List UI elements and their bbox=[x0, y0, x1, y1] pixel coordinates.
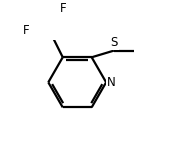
Text: F: F bbox=[59, 2, 66, 15]
Text: N: N bbox=[107, 76, 116, 89]
Text: S: S bbox=[110, 36, 118, 50]
Text: F: F bbox=[23, 24, 29, 37]
